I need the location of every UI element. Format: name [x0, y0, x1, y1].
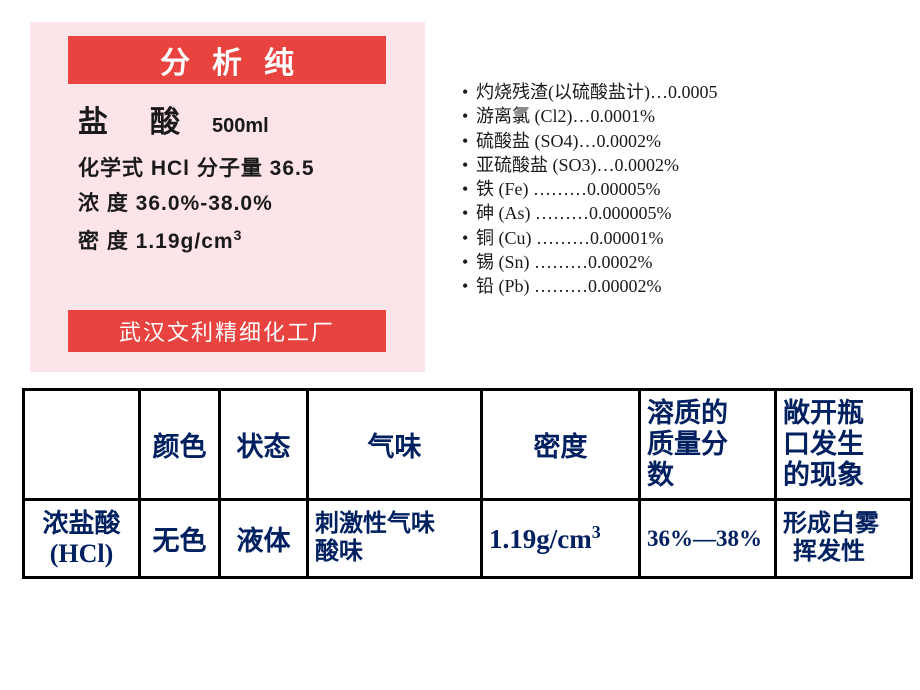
chemical-name: 盐酸: [78, 108, 222, 138]
volume: 500ml: [212, 116, 269, 136]
list-item: •硫酸盐 (SO4)…0.0002%: [462, 129, 718, 153]
list-item: •铜 (Cu) ………0.00001%: [462, 226, 718, 250]
list-item: •锡 (Sn) ………0.0002%: [462, 250, 718, 274]
label-body: 盐酸 500ml 化学式 HCl 分子量 36.5 浓 度 36.0%-38.0…: [78, 108, 315, 252]
list-item: •砷 (As) ………0.000005%: [462, 201, 718, 225]
cell-phenomenon: 形成白雾挥发性: [776, 500, 912, 578]
list-item: •铅 (Pb) ………0.00002%: [462, 274, 718, 298]
table-row: 浓盐酸(HCl) 无色 液体 刺激性气味酸味 1.19g/cm3 36%—38%…: [24, 500, 912, 578]
impurity-list: •灼烧残渣(以硫酸盐计)…0.0005 •游离氯 (Cl2)…0.0001% •…: [462, 80, 718, 299]
manufacturer-banner: 武汉文利精细化工厂: [68, 310, 386, 352]
cell-substance: 浓盐酸(HCl): [24, 500, 140, 578]
list-item: •游离氯 (Cl2)…0.0001%: [462, 104, 718, 128]
table-header-row: 颜色 状态 气味 密度 溶质的质量分数 敞开瓶口发生的现象: [24, 390, 912, 500]
concentration-line: 浓 度 36.0%-38.0%: [78, 193, 315, 214]
density-unit-exp: 3: [234, 227, 243, 243]
header-color: 颜色: [140, 390, 220, 500]
list-item: •灼烧残渣(以硫酸盐计)…0.0005: [462, 80, 718, 104]
cell-color: 无色: [140, 500, 220, 578]
header-state: 状态: [220, 390, 308, 500]
header-density: 密度: [482, 390, 640, 500]
density-value: 密 度 1.19g/cm: [78, 230, 234, 253]
list-item: •铁 (Fe) ………0.00005%: [462, 177, 718, 201]
header-phenomenon: 敞开瓶口发生的现象: [776, 390, 912, 500]
density-line: 密 度 1.19g/cm3: [78, 228, 315, 252]
header-blank: [24, 390, 140, 500]
cell-density: 1.19g/cm3: [482, 500, 640, 578]
cell-smell: 刺激性气味酸味: [308, 500, 482, 578]
list-item: •亚硫酸盐 (SO3)…0.0002%: [462, 153, 718, 177]
formula-line: 化学式 HCl 分子量 36.5: [78, 158, 315, 179]
properties-table: 颜色 状态 气味 密度 溶质的质量分数 敞开瓶口发生的现象 浓盐酸(HCl) 无…: [22, 388, 913, 579]
header-concentration: 溶质的质量分数: [640, 390, 776, 500]
header-smell: 气味: [308, 390, 482, 500]
reagent-label-card: 分析纯 盐酸 500ml 化学式 HCl 分子量 36.5 浓 度 36.0%-…: [30, 22, 425, 372]
label-grade-banner: 分析纯: [68, 36, 386, 84]
cell-concentration: 36%—38%: [640, 500, 776, 578]
cell-state: 液体: [220, 500, 308, 578]
